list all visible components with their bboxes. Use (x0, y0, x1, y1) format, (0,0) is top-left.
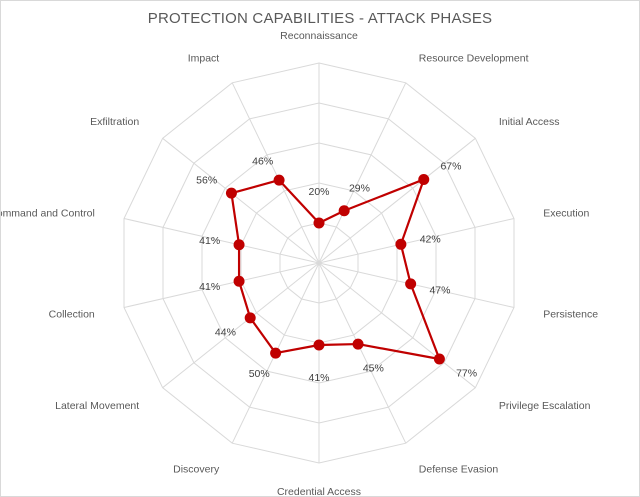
data-point (233, 239, 245, 251)
axis-label: Impact (188, 53, 220, 65)
axis-spoke (123, 262, 320, 308)
data-label: 41% (308, 372, 329, 384)
data-label: 20% (308, 186, 329, 198)
axis-spoke (318, 82, 407, 264)
axis-label: Collection (49, 309, 95, 321)
axis-label: Privilege Escalation (499, 400, 591, 412)
axis-label: Exfiltration (90, 116, 139, 128)
data-point (418, 173, 430, 185)
chart-title: PROTECTION CAPABILITIES - ATTACK PHASES (147, 10, 493, 27)
data-point (352, 338, 364, 350)
series-protection (225, 173, 445, 365)
axis-spoke (318, 137, 476, 264)
data-point (244, 312, 256, 324)
data-label: 44% (215, 327, 236, 339)
axis-spoke (318, 262, 476, 389)
axis-labels: Reconnaissance Resource Development Initia… (1, 30, 598, 496)
axis-label: Persistence (543, 309, 598, 321)
axis-spoke (318, 262, 407, 444)
data-label: 41% (199, 281, 220, 293)
data-point (395, 238, 407, 250)
data-label: 67% (440, 161, 461, 173)
data-label: 50% (249, 368, 270, 380)
data-point (405, 278, 417, 290)
data-point (338, 205, 350, 217)
axis-spoke (123, 218, 320, 264)
data-point (433, 353, 445, 365)
axis-label: Reconnaissance (280, 30, 358, 42)
data-point (233, 275, 245, 287)
axis-spoke (231, 82, 320, 264)
data-point (225, 187, 237, 199)
data-label: 77% (456, 368, 477, 380)
data-point (313, 217, 325, 229)
axis-spoke (318, 262, 515, 308)
axis-spoke (318, 218, 515, 264)
data-label: 45% (363, 363, 384, 375)
axis-label: Credential Access (277, 486, 361, 496)
radar-grid (123, 62, 515, 464)
data-label: 41% (199, 235, 220, 247)
data-label: 29% (349, 182, 370, 194)
axis-label: Command and Control (1, 207, 95, 219)
axis-spoke (162, 262, 320, 389)
data-point (273, 174, 285, 186)
axis-label: Defense Evasion (419, 463, 499, 475)
axis-label: Initial Access (499, 116, 560, 128)
data-labels: 20% 29% 67% 42% 47% 77% 45% 41% 50% 44% 41% 41% 56% 4… (196, 155, 477, 384)
axis-label: Discovery (173, 463, 220, 475)
data-label: 47% (429, 285, 450, 297)
series-line (230, 178, 441, 361)
axis-spoke (162, 137, 320, 264)
axis-label: Lateral Movement (55, 400, 139, 412)
data-point (313, 339, 325, 351)
data-label: 56% (196, 174, 217, 186)
axis-label: Execution (543, 207, 589, 219)
axis-label: Resource Development (419, 53, 529, 65)
data-label: 42% (420, 234, 441, 246)
data-label: 46% (252, 155, 273, 167)
data-point (270, 347, 282, 359)
